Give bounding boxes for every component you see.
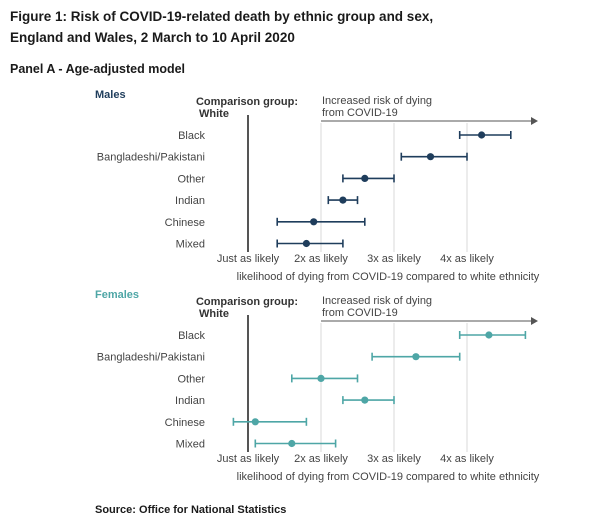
males-estimate-point bbox=[339, 196, 347, 204]
females-category-label: Bangladeshi/Pakistani bbox=[97, 352, 205, 364]
figure-title-line1: Figure 1: Risk of COVID-19-related death… bbox=[10, 9, 434, 24]
figure-title-line2: England and Wales, 2 March to 10 April 2… bbox=[10, 30, 295, 45]
males-category-label: Bangladeshi/Pakistani bbox=[97, 152, 205, 164]
females-category-label: Chinese bbox=[165, 417, 205, 429]
males-tick-label: 4x as likely bbox=[440, 253, 494, 265]
females-estimate-point bbox=[361, 396, 369, 404]
panel-title: Panel A - Age-adjusted model bbox=[10, 62, 186, 76]
females-category-label: Indian bbox=[175, 395, 205, 407]
females-category-label: Mixed bbox=[176, 439, 205, 451]
males-category-label: Other bbox=[177, 173, 205, 185]
females-tick-label: 2x as likely bbox=[294, 453, 348, 465]
females-estimate-point bbox=[251, 418, 259, 426]
females-annotation-line2: from COVID-19 bbox=[322, 307, 398, 319]
males-estimate-point bbox=[426, 153, 435, 161]
males-tick-label: Just as likely bbox=[217, 253, 280, 265]
females-estimate-point bbox=[412, 353, 420, 361]
males-comparison-group: White bbox=[199, 108, 229, 120]
females-comparison-label: Comparison group: bbox=[196, 296, 298, 308]
males-estimate-point bbox=[310, 218, 318, 226]
females-estimate-point bbox=[288, 439, 296, 448]
males-estimate-point bbox=[478, 131, 486, 139]
males-estimate-point bbox=[302, 239, 310, 248]
males-x-axis-label: likelihood of dying from COVID-19 compar… bbox=[237, 271, 540, 283]
males-comparison-label: Comparison group: bbox=[196, 96, 298, 108]
males-annotation-arrow-head bbox=[531, 117, 538, 125]
females-tick-label: Just as likely bbox=[217, 453, 280, 465]
females-panel-title: Females bbox=[95, 289, 139, 301]
females-estimate-point bbox=[485, 331, 493, 339]
females-comparison-group: White bbox=[199, 308, 229, 320]
males-category-label: Black bbox=[178, 130, 205, 142]
females-x-axis-label: likelihood of dying from COVID-19 compar… bbox=[237, 471, 540, 483]
males-tick-label: 3x as likely bbox=[367, 253, 421, 265]
females-category-label: Other bbox=[177, 373, 205, 385]
males-panel-title: Males bbox=[95, 89, 126, 101]
females-annotation-arrow-head bbox=[531, 317, 538, 325]
males-tick-label: 2x as likely bbox=[294, 253, 348, 265]
males-category-label: Chinese bbox=[165, 217, 205, 229]
females-estimate-point bbox=[317, 374, 325, 382]
females-tick-label: 4x as likely bbox=[440, 453, 494, 465]
males-annotation-line1: Increased risk of dying bbox=[322, 95, 432, 107]
males-category-label: Indian bbox=[175, 195, 205, 207]
males-annotation-line2: from COVID-19 bbox=[322, 107, 398, 119]
females-tick-label: 3x as likely bbox=[367, 453, 421, 465]
females-category-label: Black bbox=[178, 330, 205, 342]
figure-title: Figure 1: Risk of COVID-19-related death… bbox=[10, 6, 610, 48]
males-estimate-point bbox=[361, 174, 369, 182]
males-category-label: Mixed bbox=[176, 239, 205, 251]
source-note: Source: Office for National Statistics bbox=[95, 504, 287, 516]
females-annotation-line1: Increased risk of dying bbox=[322, 295, 432, 307]
